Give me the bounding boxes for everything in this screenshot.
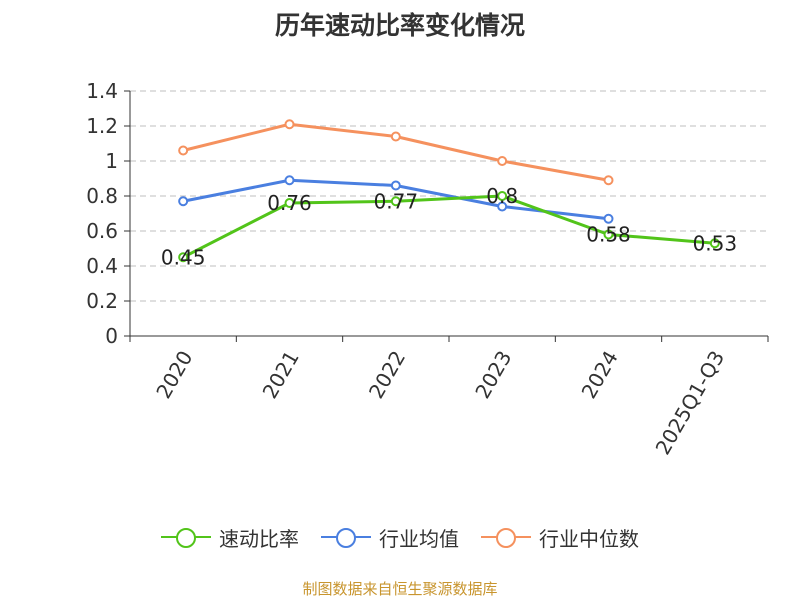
data-point <box>603 213 614 224</box>
legend: 速动比率 行业均值 行业中位数 <box>0 520 800 554</box>
y-tick-label: 0.2 <box>86 289 118 313</box>
y-tick-label: 1.4 <box>86 79 118 103</box>
legend-item-industry-average[interactable]: 行业均值 <box>321 523 459 552</box>
x-tick-label: 2020 <box>151 347 197 403</box>
data-label: 0.58 <box>586 223 631 247</box>
data-label: 0.76 <box>267 191 312 215</box>
y-tick-label: 0.8 <box>86 184 118 208</box>
x-tick-label: 2021 <box>258 347 304 403</box>
data-point <box>497 191 508 201</box>
legend-marker-industry-average <box>321 527 371 548</box>
legend-label-industry-average: 行业均值 <box>379 526 459 551</box>
data-point <box>284 198 295 208</box>
data-label: 0.45 <box>161 245 206 269</box>
data-point <box>603 175 614 186</box>
data-point <box>390 131 401 142</box>
series-line <box>182 194 715 259</box>
chart-title: 历年速动比率变化情况 <box>274 11 525 40</box>
data-point <box>497 201 508 212</box>
data-point <box>284 175 295 186</box>
data-point <box>709 238 720 249</box>
x-tick-label: 2024 <box>577 347 623 403</box>
data-point <box>178 145 189 156</box>
y-tick-label: 0 <box>105 324 118 348</box>
data-point <box>603 229 614 240</box>
data-label: 0.8 <box>486 184 518 208</box>
y-tick-label: 0.4 <box>86 254 118 278</box>
legend-item-quick-ratio[interactable]: 速动比率 <box>161 523 299 552</box>
x-tick-label: 2023 <box>470 347 516 403</box>
y-tick-label: 1 <box>105 149 118 173</box>
y-tick-label: 0.6 <box>86 219 118 243</box>
data-point <box>284 119 295 130</box>
x-tick-label: 2025Q1-Q3 <box>650 347 729 459</box>
data-source-note: 制图数据来自恒生聚源数据库 <box>302 580 498 598</box>
legend-label-industry-median: 行业中位数 <box>539 526 639 551</box>
legend-label-quick-ratio: 速动比率 <box>219 526 299 551</box>
legend-marker-industry-median <box>481 527 531 548</box>
data-point <box>390 180 401 191</box>
data-label: 0.53 <box>693 231 738 255</box>
data-point <box>178 196 189 207</box>
data-point <box>497 156 508 166</box>
y-tick-label: 1.2 <box>86 114 118 138</box>
x-tick-label: 2022 <box>364 347 410 403</box>
data-point <box>178 252 189 263</box>
legend-item-industry-median[interactable]: 行业中位数 <box>481 523 639 552</box>
data-label: 0.77 <box>374 189 419 213</box>
data-point <box>390 196 401 207</box>
legend-marker-quick-ratio <box>161 527 211 548</box>
